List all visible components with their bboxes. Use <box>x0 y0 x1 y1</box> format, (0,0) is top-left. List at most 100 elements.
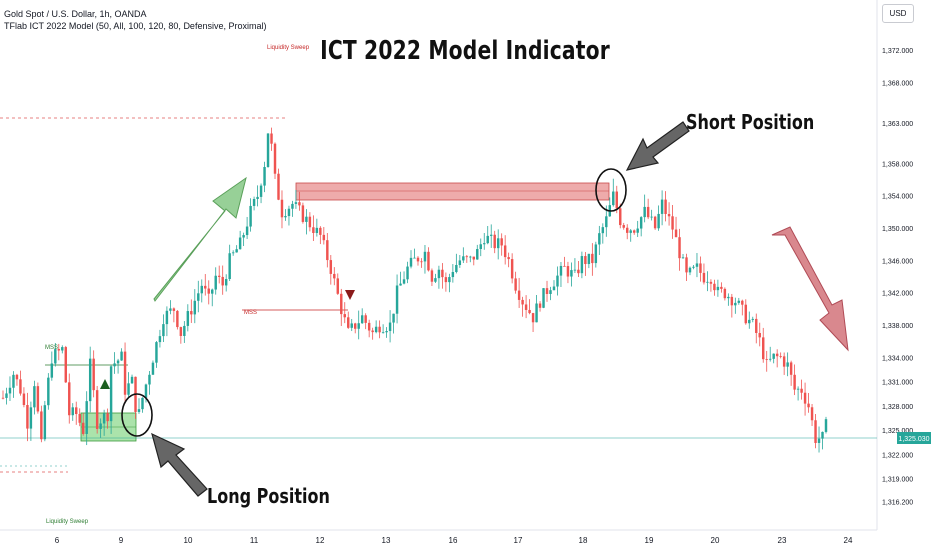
candle-body <box>730 296 734 306</box>
candle-body <box>688 267 692 273</box>
candle-body <box>489 234 493 236</box>
candle-body <box>552 286 556 291</box>
candle-body <box>385 331 388 333</box>
sell-signal-triangle <box>345 290 355 300</box>
candle-body <box>162 324 165 337</box>
price-tick-label: 1,319.000 <box>882 477 913 484</box>
candle-body <box>273 143 277 174</box>
time-tick-label: 18 <box>579 536 588 545</box>
candle-body <box>151 362 155 375</box>
candle-body <box>43 405 47 440</box>
candle-body <box>538 303 542 308</box>
candle-body <box>256 196 259 199</box>
candle-body <box>406 266 409 280</box>
candle-body <box>646 206 650 218</box>
candle-body <box>137 409 141 412</box>
bullish-arrow <box>153 176 247 302</box>
candle-body <box>197 293 200 301</box>
candle-body <box>305 216 308 222</box>
candle-body <box>469 256 472 258</box>
candle-body <box>158 336 162 343</box>
candle-body <box>762 337 765 360</box>
candle-body <box>465 256 469 258</box>
candle-body <box>68 382 71 416</box>
candle-body <box>685 257 688 273</box>
candle-body <box>200 285 203 294</box>
candle-body <box>235 249 238 253</box>
price-tick-label: 1,334.000 <box>882 355 913 362</box>
short-pointer-arrow <box>625 121 690 171</box>
candle-body <box>364 315 367 323</box>
candle-body <box>789 362 793 375</box>
candle-body <box>755 318 758 333</box>
candle-body <box>455 264 458 273</box>
candle-body <box>413 257 416 259</box>
chart-title: ICT 2022 Model Indicator <box>320 36 610 66</box>
time-tick-label: 13 <box>382 536 391 545</box>
candle-body <box>775 353 779 357</box>
candle-body <box>594 244 598 264</box>
candle-body <box>64 347 67 383</box>
candle-body <box>374 326 378 333</box>
candle-body <box>643 206 646 218</box>
candle-body <box>75 407 78 415</box>
candle-body <box>388 322 392 332</box>
candle-body <box>71 407 74 416</box>
candle-body <box>231 252 235 254</box>
candle-body <box>350 323 353 328</box>
currency-selector[interactable]: USD <box>882 4 914 23</box>
candle-body <box>660 199 664 214</box>
candle-body <box>622 225 625 228</box>
price-tick-label: 1,358.000 <box>882 161 913 168</box>
time-tick-label: 17 <box>514 536 523 545</box>
candle-body <box>277 173 280 200</box>
candle-body <box>681 257 685 259</box>
candle-body <box>284 216 287 218</box>
candle-body <box>510 259 514 279</box>
price-tick-label: 1,363.000 <box>882 121 913 128</box>
candle-body <box>709 281 713 284</box>
candle-body <box>57 349 61 351</box>
short-entry-circle <box>595 168 627 212</box>
candle-body <box>793 374 796 390</box>
liquidity-sweep-label-top: Liquidity Sweep <box>267 45 310 51</box>
candle-body <box>664 199 667 214</box>
candle-body <box>448 277 451 283</box>
long-pointer-arrow <box>151 432 208 497</box>
candle-body <box>92 358 95 391</box>
candle-body <box>514 278 517 291</box>
candle-body <box>336 278 340 294</box>
candle-body <box>190 311 193 315</box>
candle-body <box>50 363 54 378</box>
price-tick-label: 1,346.000 <box>882 258 913 265</box>
candle-body <box>252 198 256 206</box>
candle-body <box>598 233 601 245</box>
candle-body <box>40 411 43 440</box>
time-axis[interactable]: 6 9 10 11 12 13 16 17 18 19 20 23 24 <box>55 536 853 545</box>
candle-body <box>472 256 476 260</box>
candle-body <box>737 300 741 303</box>
candle-body <box>61 347 64 351</box>
candle-body <box>427 251 430 271</box>
candle-body <box>130 376 134 384</box>
candle-body <box>636 228 639 233</box>
candle-body <box>347 317 350 328</box>
candle-body <box>716 286 720 291</box>
candle-body <box>228 253 231 280</box>
candle-body <box>619 208 622 226</box>
candle-body <box>85 401 88 434</box>
candle-body <box>765 359 768 360</box>
candle-body <box>601 227 605 234</box>
candle-body <box>402 279 406 284</box>
candle-body <box>116 360 120 364</box>
price-axis[interactable]: 1,372.000 1,368.000 1,363.000 1,358.000 1,35… <box>882 48 913 506</box>
candle-body <box>786 362 789 367</box>
candle-body <box>245 226 249 236</box>
price-tick-label: 1,325.000 <box>882 428 913 435</box>
candle-body <box>796 388 800 390</box>
candle-body <box>409 257 413 267</box>
candle-body <box>211 289 214 294</box>
candle-body <box>695 263 699 267</box>
candle-body <box>706 281 709 283</box>
